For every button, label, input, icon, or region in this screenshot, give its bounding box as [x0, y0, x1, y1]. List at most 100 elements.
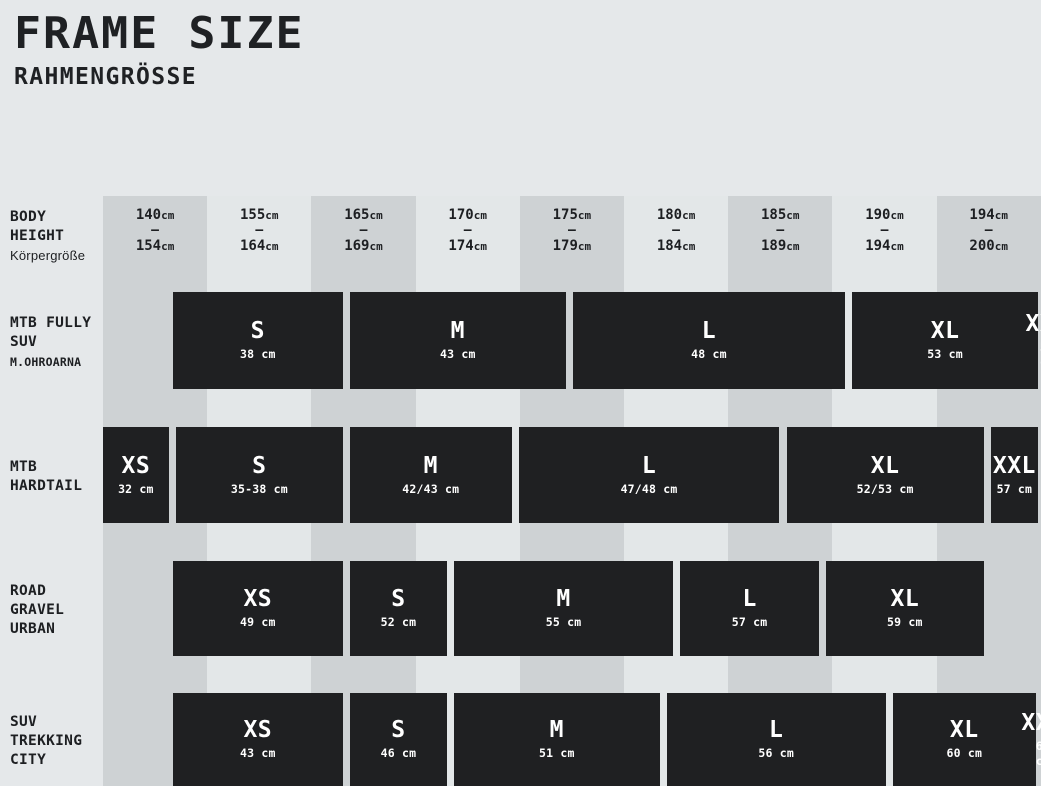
- size-value: 57 cm: [996, 481, 1033, 496]
- header-height-range: 165cm –169cm: [311, 206, 415, 256]
- size-label: XL: [870, 452, 900, 479]
- row-label-line: SUV: [10, 334, 38, 350]
- height-range-to: 200cm: [969, 238, 1008, 254]
- size-value: 59 cm: [887, 615, 923, 629]
- row-label-line: HARDTAIL: [10, 478, 83, 494]
- height-range-to: 164cm: [240, 238, 279, 254]
- size-cell[interactable]: M 51 cm: [454, 693, 660, 786]
- size-cell[interactable]: S 38 cm: [172, 292, 343, 389]
- row-label-line: TREKKING: [10, 733, 83, 749]
- height-range-to: 154cm: [135, 238, 175, 254]
- row-label-line: URBAN: [10, 621, 56, 637]
- size-label: M: [556, 586, 571, 612]
- height-range-from: 190cm: [865, 207, 904, 223]
- size-cell[interactable]: L 47/48 cm: [518, 427, 780, 523]
- height-range-from: 155cm: [240, 207, 279, 223]
- size-value: 55 cm: [545, 615, 582, 629]
- size-label: S: [252, 452, 267, 479]
- size-cell[interactable]: M 55 cm: [454, 561, 674, 656]
- header-height-range: 194cm –200cm: [937, 206, 1041, 256]
- header-label-line2: HEIGHT: [10, 228, 65, 244]
- header-height-range: 175cm –179cm: [520, 206, 624, 256]
- size-label: XXL: [1021, 709, 1041, 736]
- header-height-range: 180cm –184cm: [624, 206, 728, 256]
- size-label: L: [769, 717, 784, 743]
- height-range-from: 175cm: [552, 207, 592, 223]
- range-dash-icon: –: [151, 223, 159, 238]
- size-cell[interactable]: XXL 57 cm: [990, 427, 1038, 523]
- size-cell[interactable]: M 43 cm: [349, 292, 566, 389]
- size-value: 53 cm: [927, 347, 963, 361]
- height-range-from: 170cm: [448, 207, 487, 223]
- height-range-from: 180cm: [656, 207, 696, 223]
- header-height-range: 155cm –164cm: [207, 206, 311, 256]
- page-title: FRAME SIZE: [14, 8, 305, 59]
- height-range-from: 140cm: [135, 207, 175, 223]
- size-label: XS: [121, 452, 151, 479]
- size-value: 42/43 cm: [402, 481, 460, 496]
- size-label: XL: [930, 318, 960, 344]
- height-range-to: 169cm: [344, 238, 383, 254]
- height-range-from: 185cm: [761, 207, 800, 223]
- size-label: S: [391, 586, 406, 612]
- range-dash-icon: –: [359, 223, 368, 238]
- size-cell[interactable]: L 48 cm: [572, 292, 846, 389]
- size-label: XXL: [1025, 310, 1041, 337]
- size-value: 63 cm: [1035, 738, 1041, 768]
- size-label: M: [549, 717, 565, 743]
- row-label: MTB FULLY SUV M.OHROARNA: [10, 314, 91, 370]
- height-range-to: 194cm: [865, 238, 904, 254]
- page-subtitle: RAHMENGRÖSSE: [14, 64, 197, 90]
- range-dash-icon: –: [880, 223, 889, 238]
- range-dash-icon: –: [984, 223, 993, 238]
- size-cell[interactable]: S 46 cm: [349, 693, 447, 786]
- height-range-from: 194cm: [969, 207, 1008, 223]
- row-label: ROAD GRAVEL URBAN: [10, 582, 64, 639]
- size-table: BODY HEIGHT Körpergröße 140cm –154cm 155cm –16…: [0, 196, 1041, 786]
- size-cell[interactable]: S 52 cm: [349, 561, 447, 656]
- size-cell[interactable]: L 57 cm: [680, 561, 819, 656]
- size-value: 52 cm: [380, 615, 417, 629]
- row-label: SUV TREKKING CITY: [10, 713, 82, 770]
- size-value: 38 cm: [239, 347, 276, 361]
- range-dash-icon: –: [463, 223, 472, 238]
- size-value: 51 cm: [539, 746, 575, 760]
- size-cell[interactable]: XL 53 cm: [852, 292, 1038, 389]
- size-cell[interactable]: XL 52/53 cm: [786, 427, 984, 523]
- size-label: M: [450, 318, 466, 344]
- size-label: XL: [890, 586, 920, 612]
- range-dash-icon: –: [776, 223, 785, 238]
- row-label-line: SUV: [10, 714, 38, 730]
- size-value: 46 cm: [380, 746, 417, 760]
- size-cell[interactable]: XS 49 cm: [172, 561, 343, 656]
- header-height-range: 170cm –174cm: [416, 206, 520, 256]
- row-label-de: M.OHROARNA: [10, 355, 82, 369]
- size-cell[interactable]: M 42/43 cm: [349, 427, 512, 523]
- size-label: L: [742, 586, 757, 612]
- size-cell[interactable]: S 35-38 cm: [175, 427, 343, 523]
- row-label: MTB HARDTAIL: [10, 458, 82, 496]
- size-value: 52/53 cm: [856, 481, 914, 496]
- size-cell[interactable]: XL 60 cm: [892, 693, 1036, 786]
- size-cell[interactable]: XS 32 cm: [103, 427, 169, 523]
- row-label-column: [0, 196, 103, 786]
- size-label: S: [391, 717, 406, 743]
- size-value: 56 cm: [758, 746, 794, 760]
- size-value: 32 cm: [118, 481, 154, 496]
- row-label-line: CITY: [10, 752, 47, 768]
- size-cell[interactable]: L 56 cm: [666, 693, 886, 786]
- header-height-range: 185cm –189cm: [728, 206, 832, 256]
- header-label-line1: BODY: [10, 209, 47, 225]
- height-range-to: 174cm: [448, 238, 487, 254]
- range-dash-icon: –: [672, 223, 680, 238]
- size-value: 35-38 cm: [230, 481, 288, 496]
- size-value: 48 cm: [691, 347, 727, 361]
- size-label: XS: [243, 717, 273, 743]
- header-label-body-height: BODY HEIGHT Körpergröße: [10, 208, 85, 264]
- size-value: 43 cm: [239, 746, 276, 760]
- size-value: 57 cm: [1040, 340, 1041, 370]
- size-cell[interactable]: XL 59 cm: [826, 561, 984, 656]
- row-label-line: GRAVEL: [10, 602, 65, 618]
- size-cell[interactable]: XS 43 cm: [172, 693, 343, 786]
- size-value: 43 cm: [440, 347, 476, 361]
